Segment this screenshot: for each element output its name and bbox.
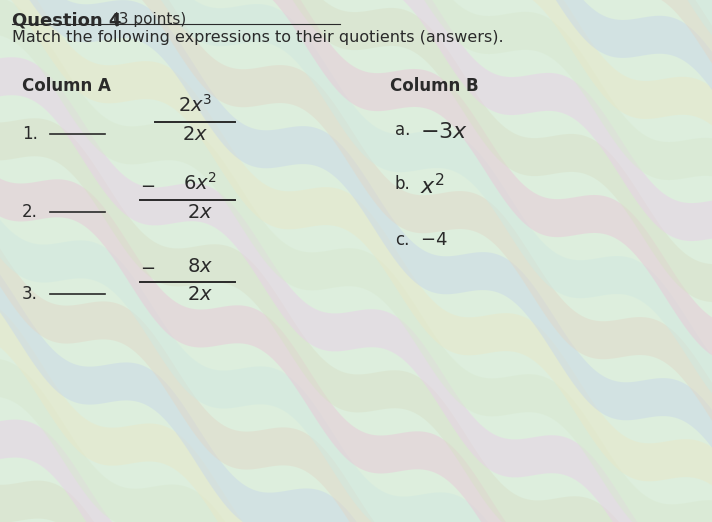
Text: $-$: $-$	[140, 258, 155, 276]
Polygon shape	[0, 173, 712, 522]
Polygon shape	[0, 0, 712, 458]
Text: $x^2$: $x^2$	[420, 173, 445, 198]
Text: 1.: 1.	[22, 125, 38, 143]
Text: b.: b.	[395, 175, 411, 193]
Text: $-4$: $-4$	[420, 231, 448, 249]
Polygon shape	[0, 36, 712, 522]
Polygon shape	[0, 484, 712, 522]
Polygon shape	[0, 91, 712, 522]
Polygon shape	[0, 0, 712, 422]
Text: $6x^2$: $6x^2$	[183, 172, 217, 194]
Text: $8x$: $8x$	[187, 257, 213, 276]
Text: Match the following expressions to their quotients (answers).: Match the following expressions to their…	[12, 30, 503, 45]
Polygon shape	[0, 449, 712, 522]
Text: $-3x$: $-3x$	[420, 122, 468, 142]
Polygon shape	[0, 125, 712, 522]
Text: $-$: $-$	[140, 176, 155, 194]
Text: Column B: Column B	[390, 77, 478, 95]
Text: c.: c.	[395, 231, 409, 249]
Polygon shape	[0, 423, 712, 522]
Text: (3 points): (3 points)	[108, 12, 187, 27]
Polygon shape	[0, 0, 712, 249]
Polygon shape	[0, 66, 712, 522]
Polygon shape	[0, 0, 712, 192]
Text: 2.: 2.	[22, 203, 38, 221]
Polygon shape	[0, 353, 712, 522]
Polygon shape	[0, 0, 712, 371]
Text: a.: a.	[395, 121, 410, 139]
Polygon shape	[0, 0, 712, 310]
Polygon shape	[0, 293, 712, 522]
Polygon shape	[0, 232, 712, 522]
Text: 3.: 3.	[22, 285, 38, 303]
Polygon shape	[0, 395, 712, 522]
Polygon shape	[0, 0, 712, 484]
Text: $2x^3$: $2x^3$	[178, 94, 212, 116]
Text: $2x$: $2x$	[182, 125, 208, 144]
Text: Question 4: Question 4	[12, 12, 121, 30]
Text: $2x$: $2x$	[187, 203, 213, 222]
Text: $2x$: $2x$	[187, 285, 213, 304]
Text: Column A: Column A	[22, 77, 111, 95]
